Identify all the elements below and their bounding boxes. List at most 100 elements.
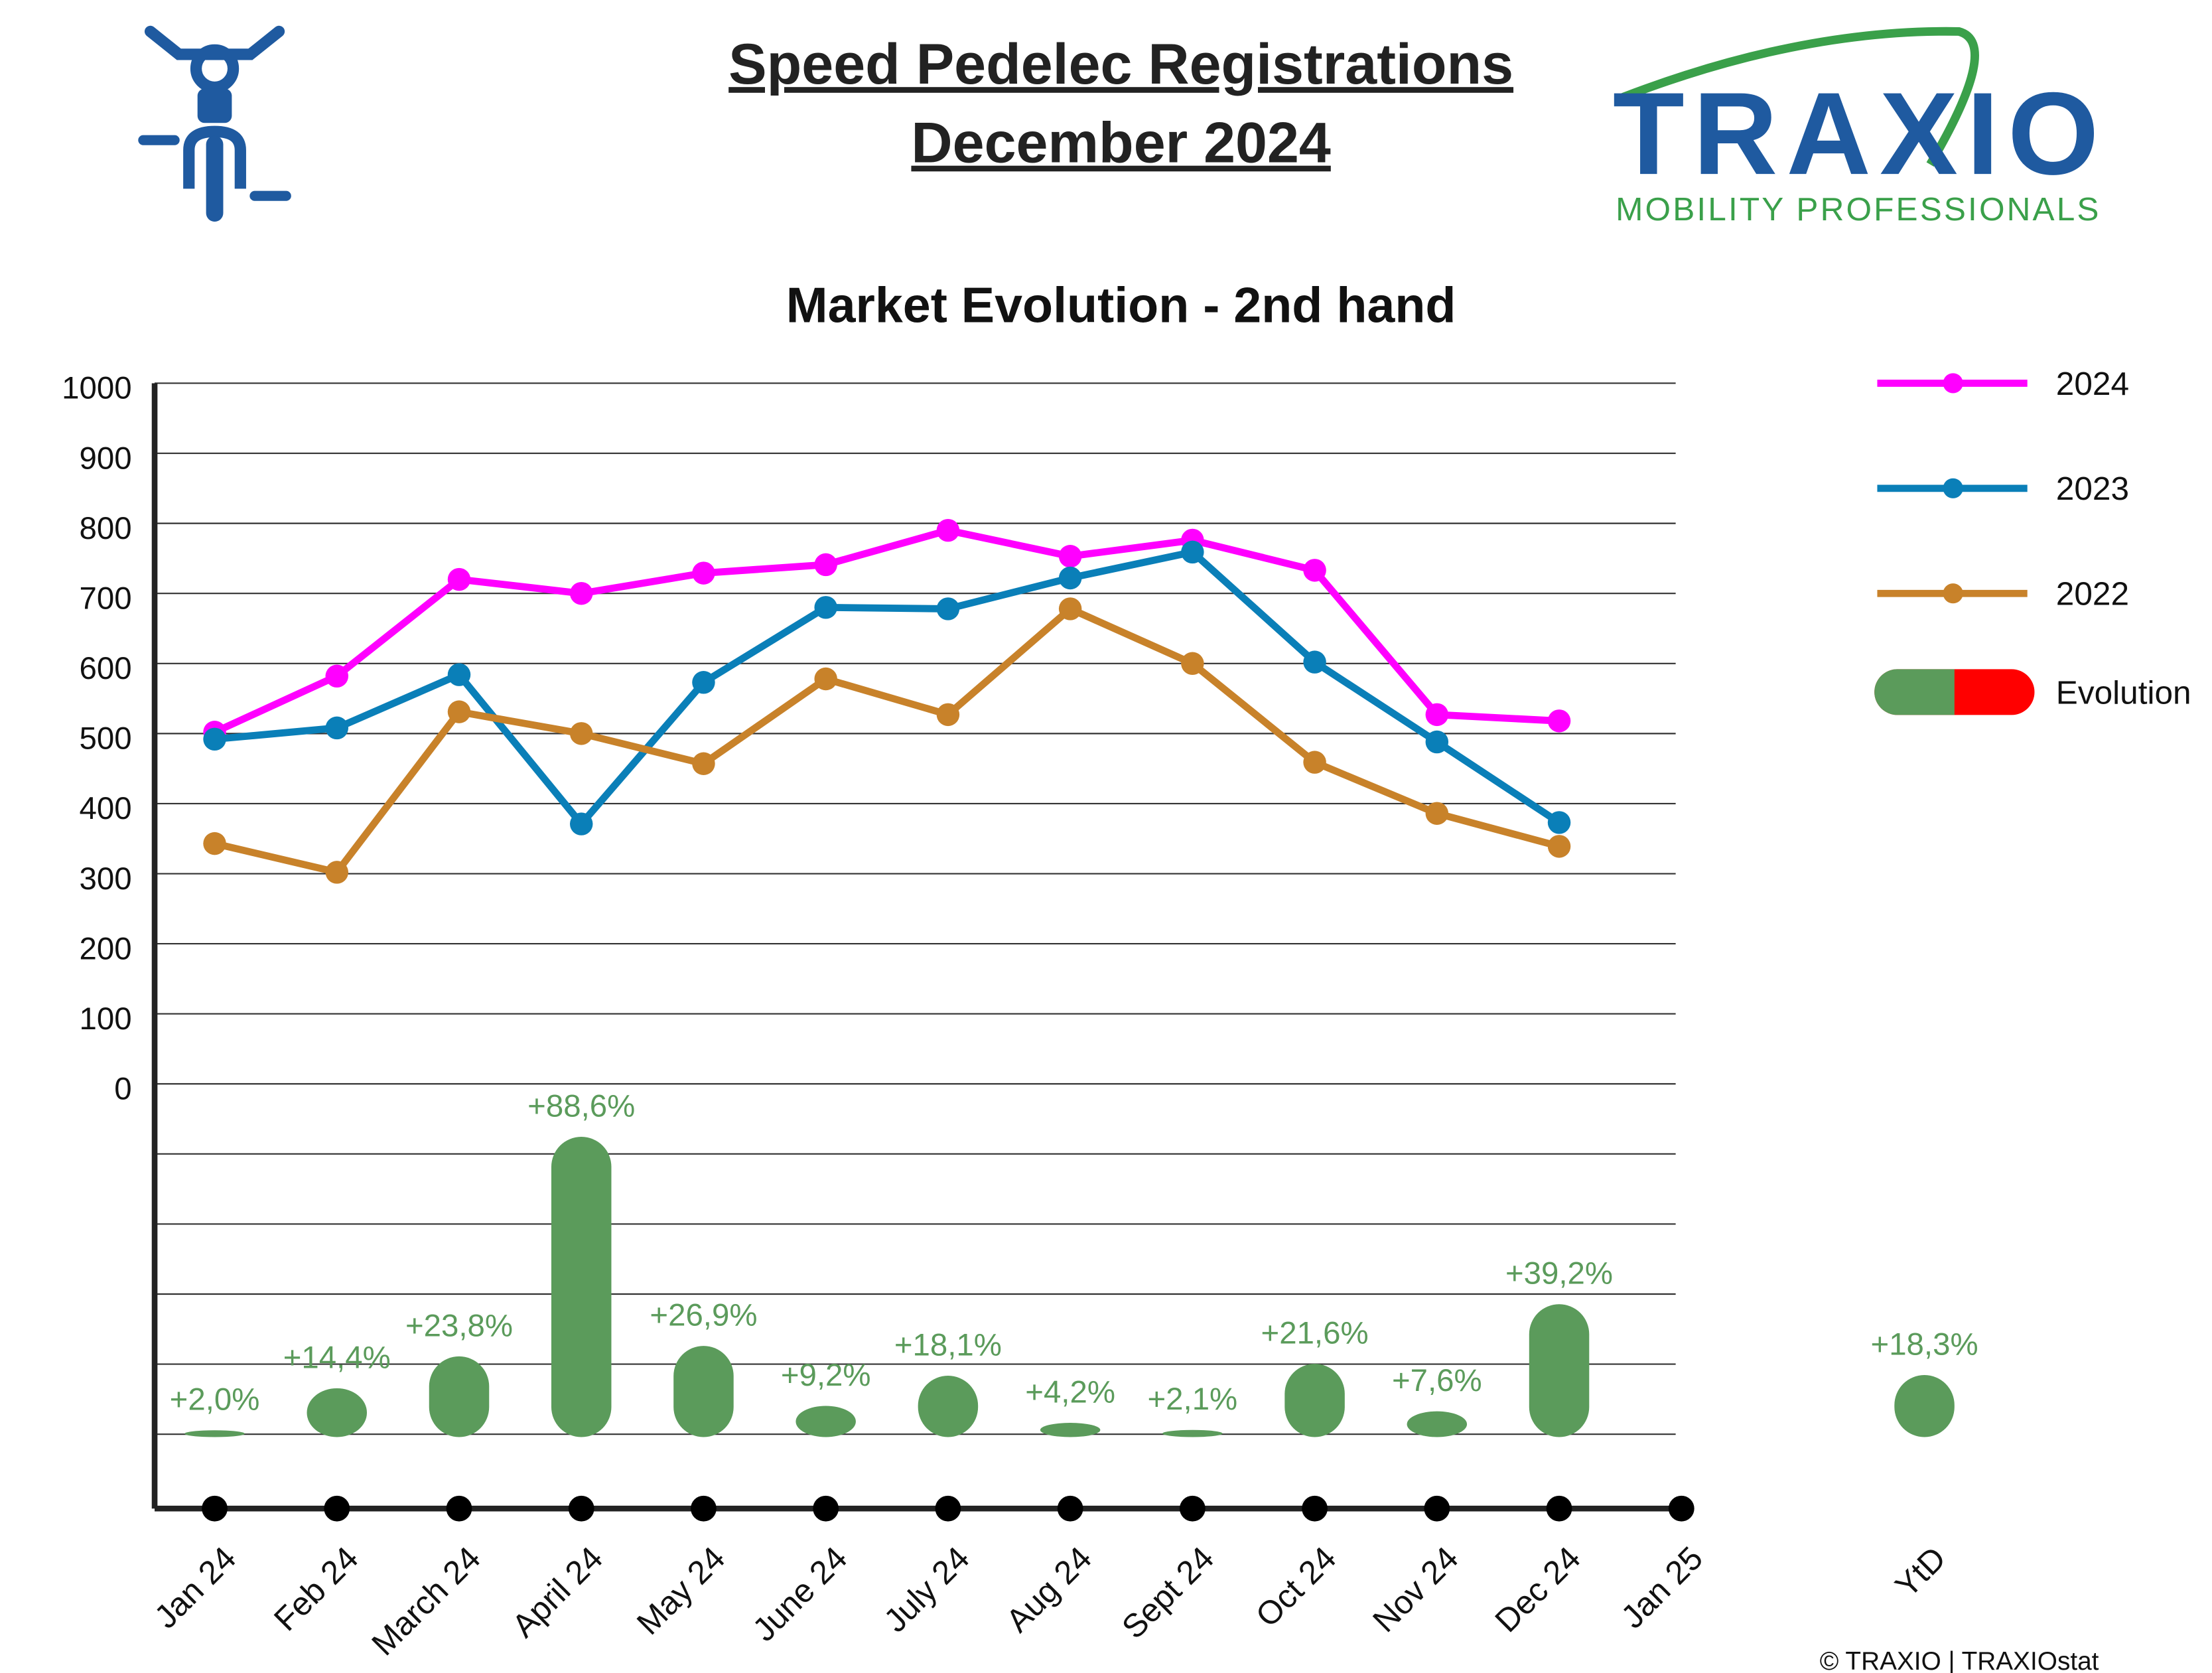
series-point [1425, 730, 1449, 754]
legend-pill [1874, 669, 1955, 715]
evolution-bar [429, 1356, 490, 1437]
y-tick-label: 300 [79, 861, 131, 897]
logo: TRAXIO [1613, 68, 2099, 199]
x-axis-dot [1424, 1495, 1450, 1522]
x-axis-dot [813, 1495, 839, 1522]
x-tick-label: Jan 24 [147, 1540, 243, 1636]
y-tick-label: 700 [79, 581, 131, 616]
y-tick-label: 0 [114, 1072, 131, 1107]
series-point [1181, 540, 1204, 564]
chart-title: Market Evolution - 2nd hand [786, 277, 1456, 332]
series-point [447, 567, 471, 591]
evolution-label: +26,9% [650, 1298, 757, 1333]
title: December 2024 [911, 111, 1330, 175]
series-point [814, 596, 837, 619]
series-point [692, 561, 715, 585]
series-line [214, 605, 1560, 876]
evolution-bar [1162, 1429, 1223, 1437]
series-point [1425, 703, 1449, 727]
x-tick-label: June 24 [745, 1540, 854, 1648]
x-tick-label: YtD [1888, 1540, 1953, 1605]
evolution-bar [307, 1388, 368, 1437]
evolution-bar [1040, 1423, 1101, 1437]
evolution-bar [184, 1430, 245, 1437]
evolution-bar [1284, 1364, 1345, 1437]
series-point [814, 553, 837, 577]
evolution-bar [1894, 1375, 1955, 1437]
legend-label: 2024 [2056, 365, 2129, 402]
evolution-bar [1407, 1411, 1468, 1437]
x-axis-dot [324, 1495, 350, 1522]
legend-label: 2022 [2056, 575, 2129, 613]
legend-marker [1943, 583, 1963, 604]
evolution-bar [673, 1346, 734, 1437]
x-axis-dot [446, 1495, 472, 1522]
y-tick-label: 500 [79, 721, 131, 757]
series-point [692, 752, 715, 775]
series-point [1058, 597, 1082, 620]
x-axis-dot [1668, 1495, 1694, 1522]
x-axis-dot [1302, 1495, 1328, 1522]
logo-arc [1621, 27, 1979, 167]
y-tick-label: 800 [79, 511, 131, 546]
series-point [447, 700, 471, 723]
y-tick-label: 1000 [62, 371, 131, 406]
series-point [325, 716, 349, 740]
evolution-bar [795, 1406, 856, 1437]
logo-tagline: MOBILITY PROFESSIONALS [1616, 190, 2099, 228]
x-tick-label: Dec 24 [1487, 1540, 1588, 1640]
evolution-label: +14,4% [283, 1340, 391, 1375]
evolution-label: +2,0% [170, 1382, 260, 1418]
series-point [1547, 835, 1571, 858]
evolution-bar [551, 1137, 612, 1437]
evolution-label: +2,1% [1148, 1382, 1238, 1417]
evolution-label: +4,2% [1025, 1374, 1115, 1410]
y-tick-label: 600 [79, 651, 131, 686]
x-tick-label: July 24 [876, 1540, 977, 1640]
series-line [214, 548, 1562, 828]
series-point [936, 597, 960, 620]
evolution-bar [1529, 1304, 1590, 1437]
series-point [325, 664, 349, 688]
evolution-label: +7,6% [1392, 1363, 1482, 1398]
x-axis-dot [1057, 1495, 1083, 1522]
series-point [1547, 811, 1571, 834]
series-point [936, 518, 960, 542]
y-tick-label: 100 [79, 1001, 131, 1037]
evolution-label: +18,1% [894, 1327, 1002, 1362]
series-line [213, 526, 1560, 736]
series-point [569, 812, 593, 836]
footer: © TRAXIO | TRAXIOstat [1820, 1647, 2099, 1673]
x-axis-dot [568, 1495, 594, 1522]
series-point [569, 722, 593, 745]
series-point [203, 832, 226, 855]
x-axis-dot [202, 1495, 228, 1522]
evolution-bar [918, 1376, 979, 1437]
series-point [1181, 652, 1204, 676]
x-tick-label: Feb 24 [267, 1540, 366, 1638]
series-point [1058, 566, 1082, 590]
evolution-label: +23,8% [405, 1308, 513, 1343]
series-point [1303, 559, 1326, 582]
legend-marker [1943, 373, 1963, 394]
x-tick-label: Nov 24 [1365, 1540, 1466, 1640]
series-point [203, 727, 226, 751]
evolution-label: +9,2% [781, 1358, 871, 1393]
x-tick-label: Aug 24 [999, 1540, 1099, 1640]
x-axis-dot [1179, 1495, 1206, 1522]
x-axis-dot [1546, 1495, 1572, 1522]
legend-label: 2023 [2056, 470, 2129, 507]
y-tick-label: 900 [79, 441, 131, 476]
series-point [1058, 545, 1082, 568]
x-tick-label: Jan 25 [1614, 1540, 1710, 1636]
series-point [692, 671, 715, 694]
x-tick-label: May 24 [630, 1540, 732, 1642]
legend-marker [1943, 478, 1963, 498]
series-point [447, 663, 471, 686]
series-point [936, 703, 960, 727]
series-point [569, 581, 593, 605]
x-tick-label: April 24 [505, 1540, 610, 1644]
x-tick-label: Sept 24 [1115, 1540, 1221, 1646]
x-axis-dot [935, 1495, 961, 1522]
